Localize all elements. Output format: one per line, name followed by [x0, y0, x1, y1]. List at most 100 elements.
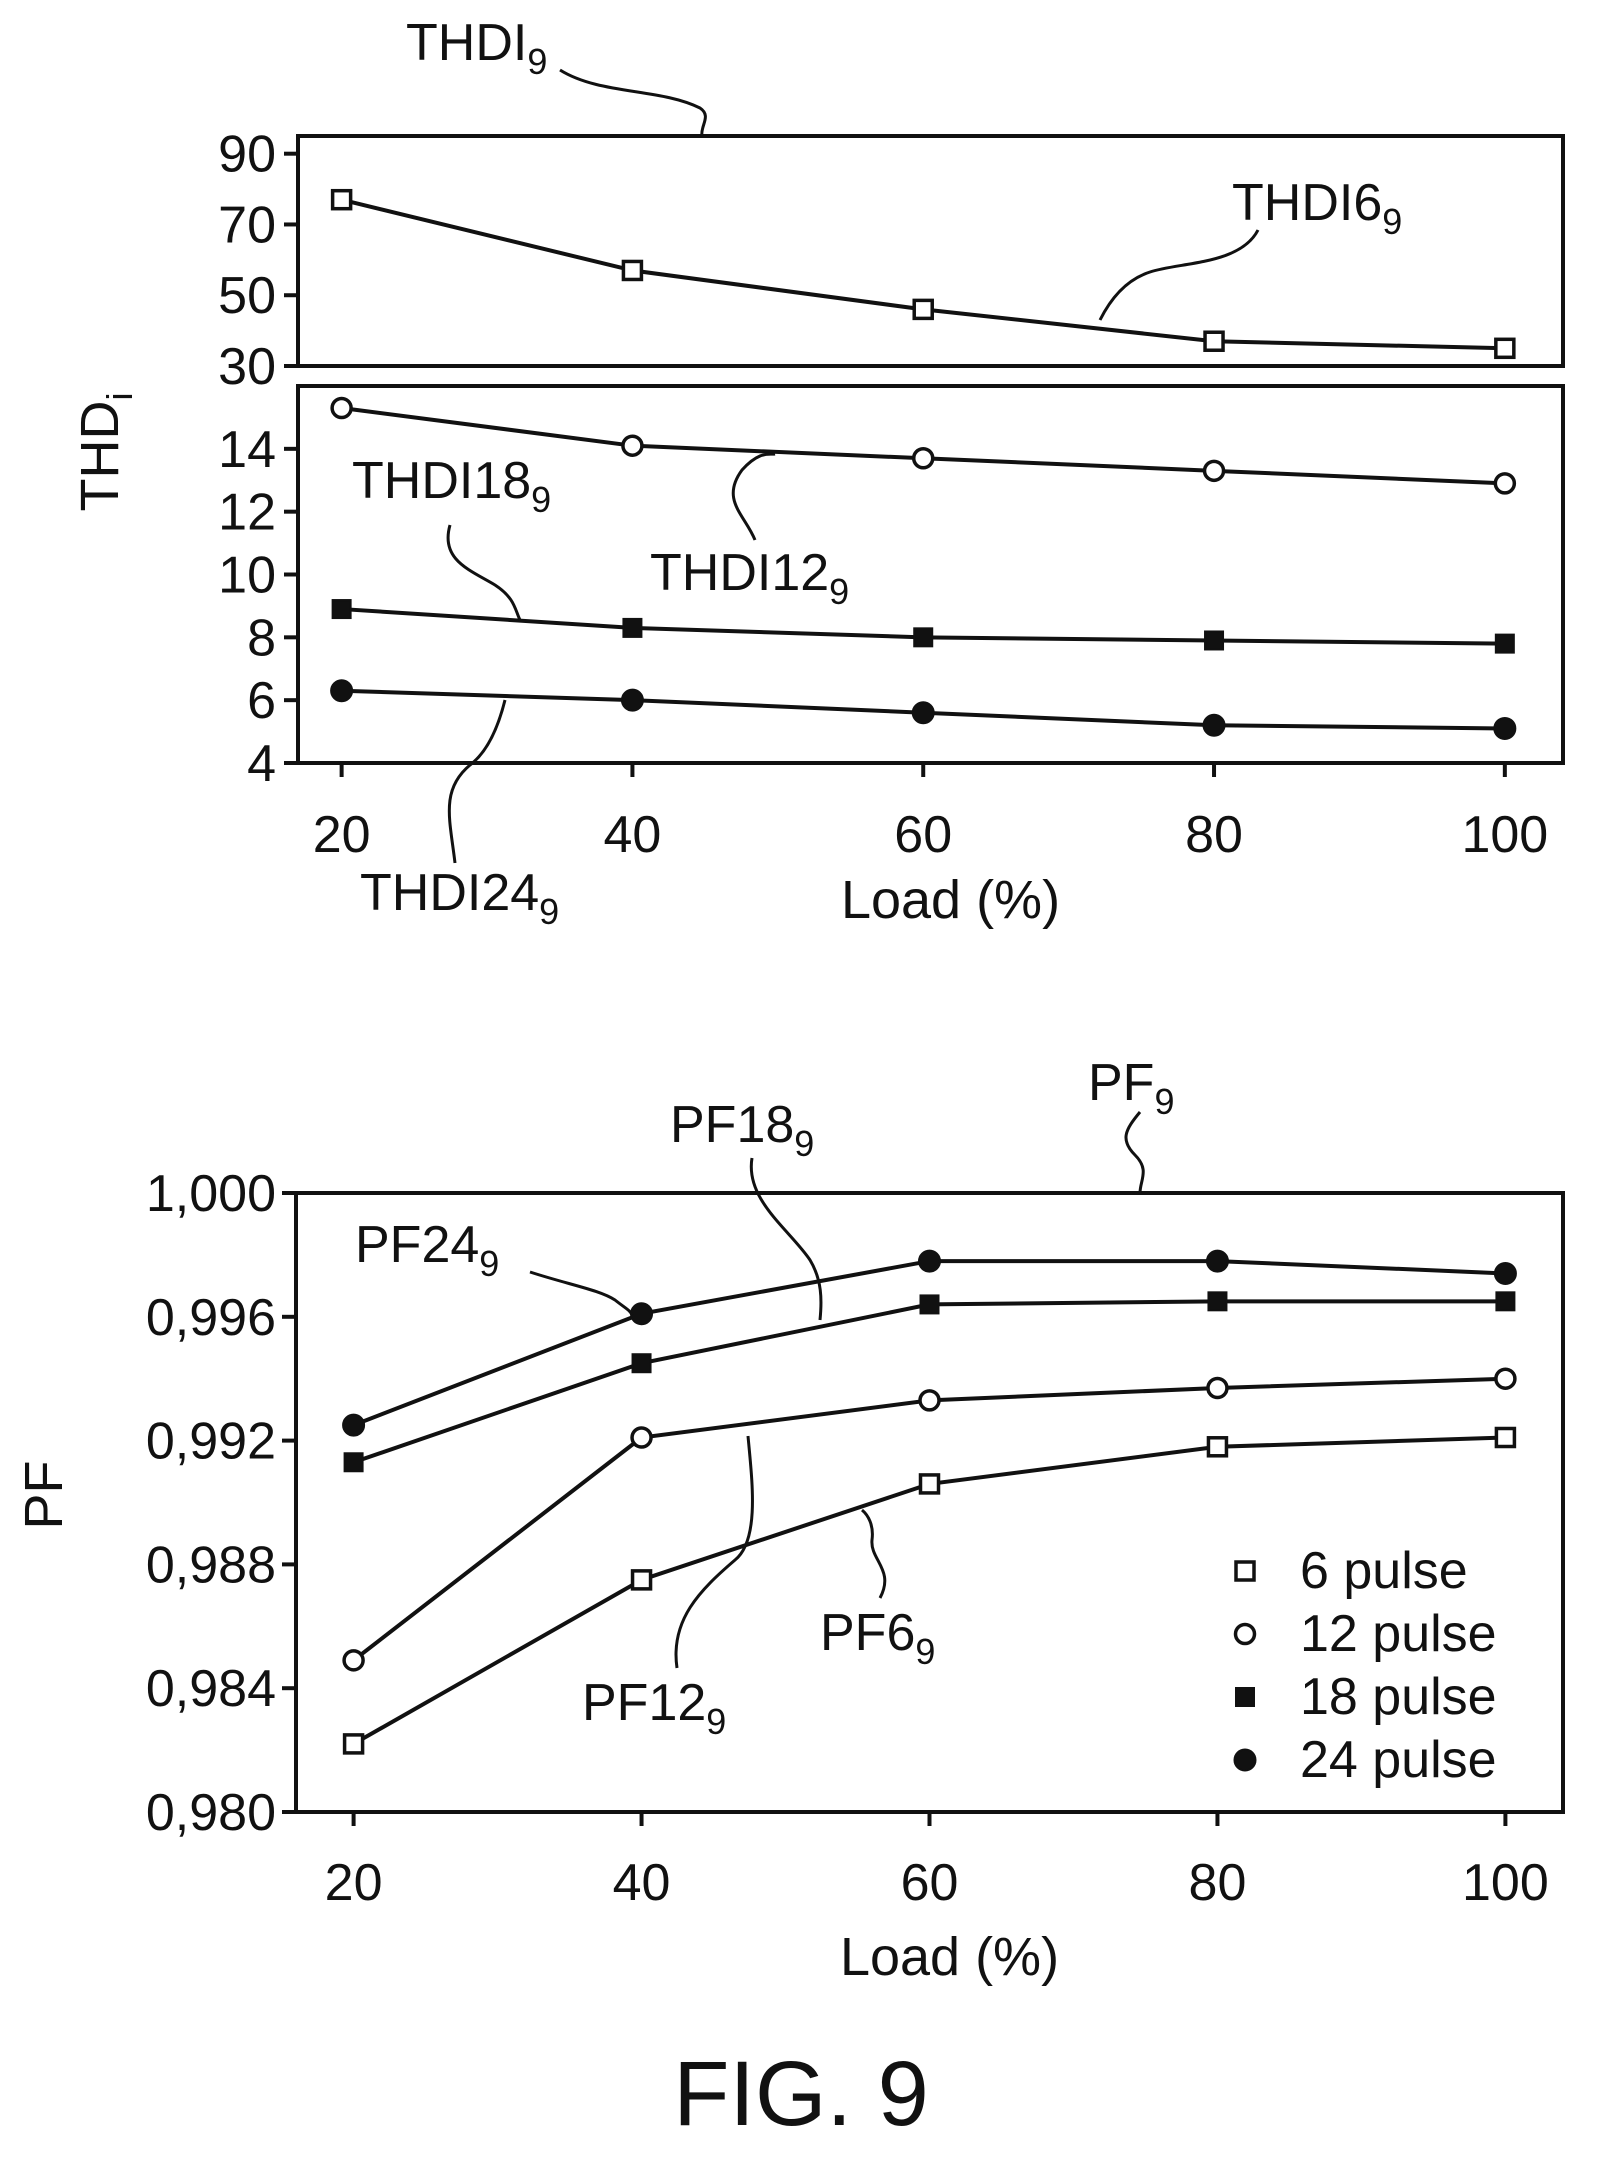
pf-data-point: [342, 1649, 365, 1672]
thd-xtick-label: 60: [894, 806, 952, 864]
thd-data-point: [1202, 713, 1226, 737]
pf6-label-leader: [860, 1508, 887, 1599]
pf-data-point: [918, 1473, 941, 1495]
pf-data-point: [630, 1302, 654, 1326]
pf12-label-leader: [674, 1435, 754, 1669]
pf-legend-label: 6 pulse: [1300, 1542, 1468, 1600]
thd-data-point: [1494, 337, 1516, 360]
pf12-label: PF129: [582, 1674, 726, 1742]
pf6-label-subscript: 9: [915, 1631, 935, 1672]
thd-series-6-pulse: [330, 188, 1516, 360]
pf-data-point: [1494, 1367, 1517, 1390]
thd-data-point: [330, 396, 353, 420]
pf-xtick-label: 100: [1462, 1854, 1549, 1912]
thd-xtick-label: 80: [1185, 806, 1243, 864]
thd-data-point: [1203, 330, 1225, 352]
pf-ytick-label: 0,988: [146, 1536, 276, 1594]
thd-panel-label-subscript: 9: [527, 41, 547, 82]
pf-x-axis-title: Load (%): [840, 1927, 1059, 1987]
thd6-label-leader: [1098, 229, 1260, 321]
thd-upper-ytick-label: 50: [218, 267, 276, 325]
pf-chart-label-main: PF: [1088, 1054, 1154, 1112]
pf-ytick-label: 1,000: [146, 1165, 276, 1223]
thd-lower-ytick-label: 8: [247, 609, 276, 667]
pf18-label: PF189: [670, 1096, 814, 1164]
pf6-label-main: PF6: [820, 1604, 915, 1662]
pf-data-point: [1494, 1426, 1517, 1449]
thd6-label-main: THDI6: [1232, 174, 1382, 232]
pf-xtick-label: 80: [1189, 1854, 1247, 1912]
thd-data-point: [1204, 630, 1225, 651]
pf-ytick-label: 0,980: [146, 1784, 276, 1842]
pf-ytick-label: 0,992: [146, 1413, 276, 1471]
pf-data-point: [1205, 1249, 1229, 1273]
pf-y-axis-title: PF: [14, 1460, 74, 1529]
thd-panel-label-main: THDI: [406, 14, 527, 72]
thd-lower-ytick-label: 6: [247, 672, 276, 730]
thd-upper-ytick-label: 90: [218, 126, 276, 184]
pf-legend-label: 24 pulse: [1300, 1731, 1497, 1789]
pf-series-12-pulse: [342, 1367, 1517, 1672]
thd-data-point: [622, 617, 643, 638]
thd6-label-subscript: 9: [1382, 201, 1402, 242]
thd-lower-ytick-label: 12: [218, 484, 276, 542]
pf-legend-label: 18 pulse: [1300, 1668, 1497, 1726]
thd-data-point: [911, 447, 935, 470]
pf18-label-main: PF18: [670, 1096, 794, 1154]
thd-series-24-pulse: [330, 679, 1517, 740]
thd-data-point: [911, 701, 935, 725]
pf-legend-marker: [1233, 1622, 1257, 1646]
thd-lower-ytick-label: 4: [247, 735, 276, 793]
thd-data-point: [1202, 459, 1226, 483]
pf-data-point: [1206, 1436, 1229, 1458]
pf-data-point: [342, 1413, 366, 1437]
pf-data-point: [631, 1353, 652, 1374]
pf24-label-main: PF24: [355, 1216, 479, 1274]
pf-series-6-pulse: [342, 1426, 1517, 1755]
pf-ytick-label: 0,984: [146, 1660, 276, 1718]
thd12-label: THDI129: [650, 544, 849, 612]
pf12-label-subscript: 9: [706, 1701, 726, 1742]
pf-chart-label-subscript: 9: [1154, 1081, 1174, 1122]
thd-data-point: [621, 259, 644, 282]
thd24-label-subscript: 9: [539, 891, 559, 932]
pf-legend-marker: [1233, 1748, 1257, 1772]
pf-legend-marker: [1235, 1687, 1255, 1707]
thd-series-12-pulse: [330, 396, 1517, 495]
pf-xtick-label: 20: [325, 1854, 383, 1912]
pf-chart-label: PF9: [1088, 1054, 1174, 1122]
pf-data-point: [919, 1294, 940, 1315]
pf-data-point: [1493, 1261, 1517, 1285]
pf-chart-label-leader: [1124, 1111, 1145, 1194]
pf-xtick-label: 40: [613, 1854, 671, 1912]
thd-data-point: [621, 434, 644, 457]
pf-data-point: [1207, 1291, 1228, 1312]
thd-y-axis-title: THDi: [70, 393, 140, 512]
thd-data-point: [330, 679, 354, 703]
thd-panel-label-leader: [559, 68, 707, 137]
thd-y-axis-title-main: THD: [70, 401, 130, 512]
thd-lower-ytick-label: 10: [218, 547, 276, 605]
pf-series-line: [352, 1299, 1506, 1465]
pf24-label: PF249: [355, 1216, 499, 1284]
thd-data-point: [331, 599, 352, 620]
pf24-label-leader: [529, 1270, 634, 1316]
thd24-label-main: THDI24: [360, 864, 539, 922]
figure-caption: FIG. 9: [673, 2043, 929, 2145]
pf-ytick-label: 0,996: [146, 1289, 276, 1347]
thd12-label-leader: [731, 452, 776, 541]
pf12-label-main: PF12: [582, 1674, 706, 1732]
thd-panel-label: THDI9: [406, 14, 547, 82]
pf-data-point: [342, 1733, 365, 1755]
thd-data-point: [1493, 472, 1517, 495]
thd-data-point: [1494, 633, 1515, 654]
thd-xtick-label: 40: [604, 806, 662, 864]
thd-data-point: [912, 298, 934, 321]
thd-data-point: [330, 188, 353, 211]
thd-data-point: [620, 688, 644, 712]
thd-data-point: [1493, 716, 1517, 740]
thd-upper-ytick-label: 70: [218, 196, 276, 254]
